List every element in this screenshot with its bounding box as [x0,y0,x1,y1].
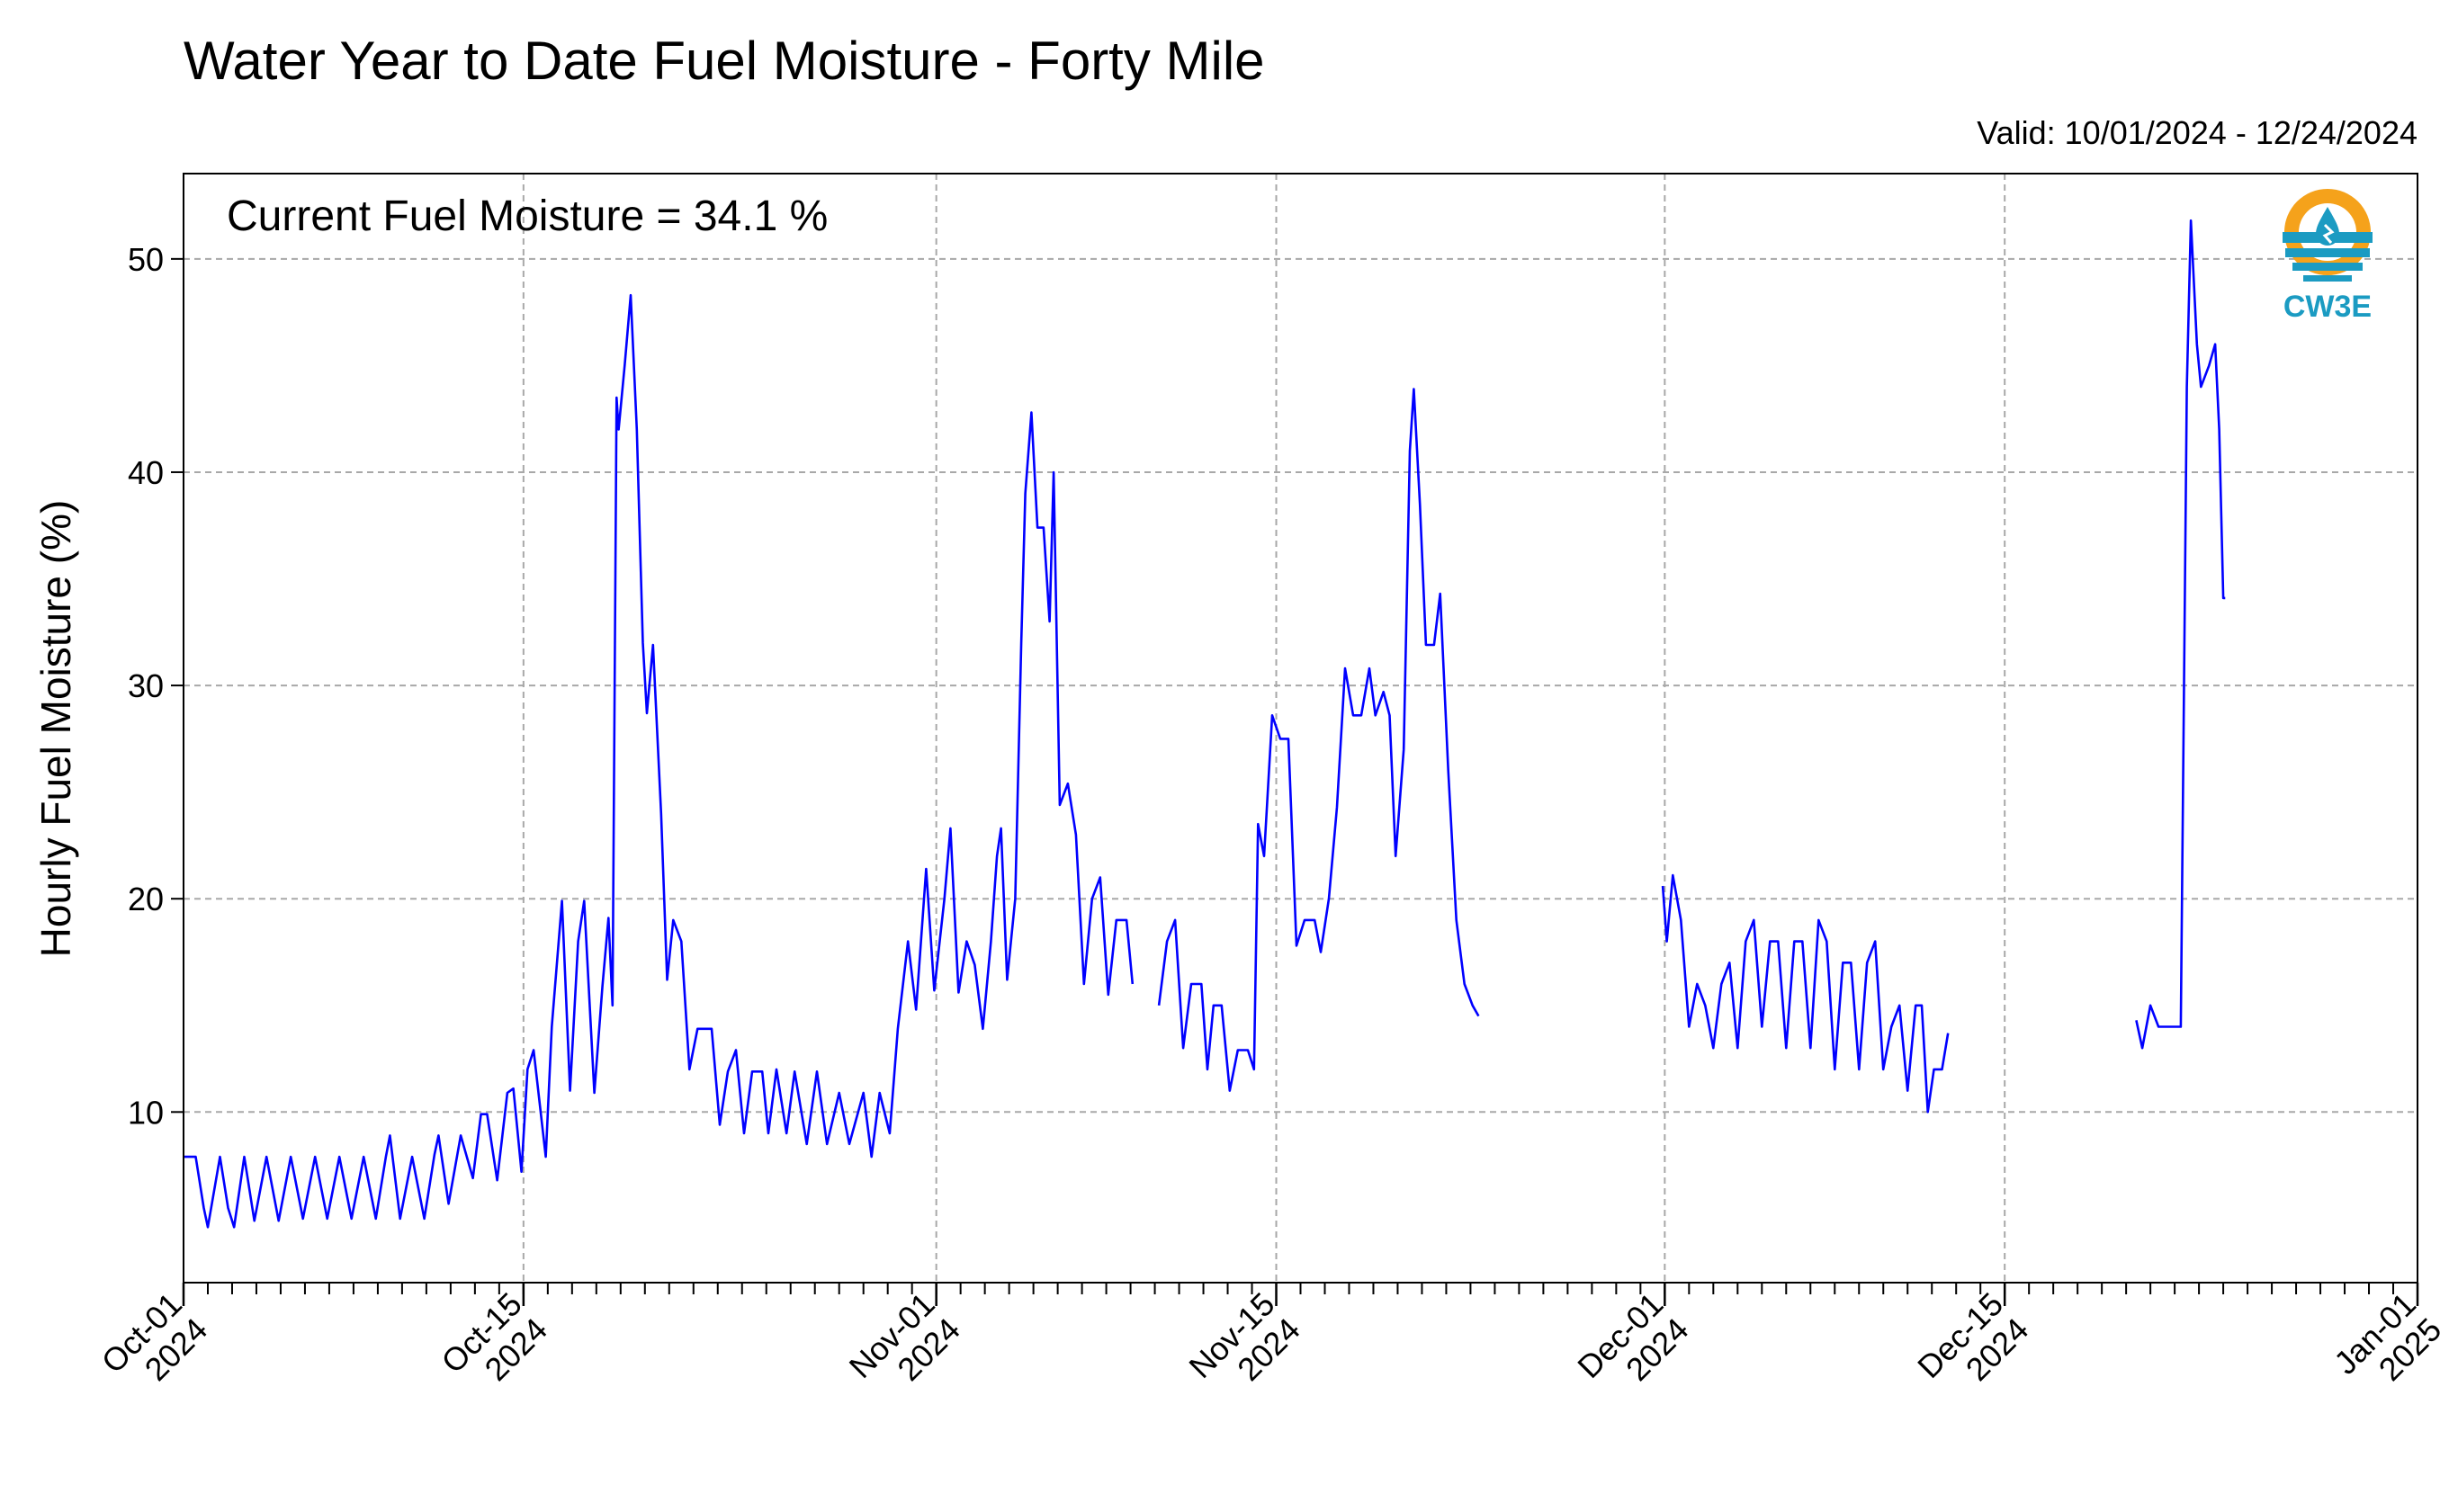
y-axis-label: Hourly Fuel Moisture (%) [32,500,79,958]
y-tick-label: 30 [128,667,164,704]
y-tick-label: 20 [128,881,164,917]
valid-date-range: Valid: 10/01/2024 - 12/24/2024 [1977,114,2418,151]
fuel-moisture-line-segment [184,293,1135,1229]
water-drop-icon [2283,189,2373,282]
chart-title: Water Year to Date Fuel Moisture - Forty… [184,31,1265,91]
y-tick-label: 50 [128,241,164,278]
fuel-moisture-line-segment [1157,388,1480,1092]
fuel-moisture-line-segment [2135,219,2226,1050]
cw3e-logo: CW3E [2283,189,2373,324]
data-series [184,219,2226,1229]
y-tick-label: 40 [128,454,164,491]
y-tick-label: 10 [128,1094,164,1131]
cw3e-logo-text: CW3E [2283,290,2372,324]
axis-ticks [171,257,2419,1306]
current-fuel-moisture-annotation: Current Fuel Moisture = 34.1 % [227,192,828,240]
fuel-moisture-line-segment [1661,873,1950,1114]
